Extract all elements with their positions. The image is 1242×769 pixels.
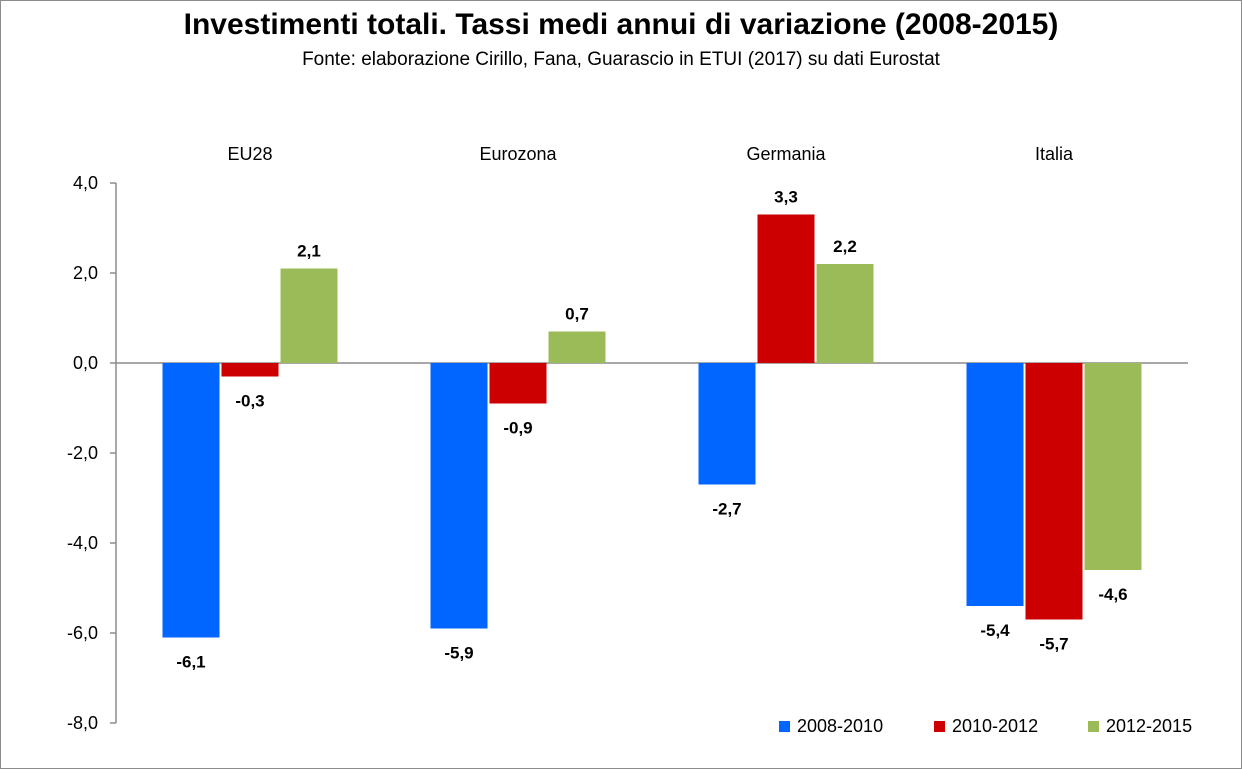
bar xyxy=(489,363,547,404)
data-label: -2,7 xyxy=(712,500,741,519)
category-label: Germania xyxy=(746,144,826,164)
data-label: -0,9 xyxy=(503,419,532,438)
bar xyxy=(221,363,279,377)
legend-swatch xyxy=(1088,721,1099,732)
data-label: 2,2 xyxy=(833,237,857,256)
y-tick-label: -4,0 xyxy=(67,533,98,553)
data-label: -5,4 xyxy=(980,621,1010,640)
bar xyxy=(757,214,815,363)
category-label: Italia xyxy=(1035,144,1074,164)
legend-label: 2008-2010 xyxy=(797,716,883,736)
y-tick-label: -2,0 xyxy=(67,443,98,463)
y-tick-label: 0,0 xyxy=(73,353,98,373)
category-label: Eurozona xyxy=(479,144,557,164)
bar xyxy=(548,331,606,363)
bars xyxy=(162,214,1142,638)
y-tick-label: -8,0 xyxy=(67,713,98,733)
data-label: 3,3 xyxy=(774,188,798,207)
data-label: 0,7 xyxy=(565,305,589,324)
y-tick-label: 4,0 xyxy=(73,173,98,193)
y-tick-label: -6,0 xyxy=(67,623,98,643)
bar xyxy=(1084,363,1142,570)
y-tick-label: 2,0 xyxy=(73,263,98,283)
data-label: -4,6 xyxy=(1098,585,1127,604)
data-label: -5,7 xyxy=(1039,635,1068,654)
bar xyxy=(1025,363,1083,620)
legend-label: 2010-2012 xyxy=(952,716,1038,736)
chart-title: Investimenti totali. Tassi medi annui di… xyxy=(183,8,1059,41)
data-label: -5,9 xyxy=(444,644,473,663)
bar xyxy=(816,264,874,363)
legend-swatch xyxy=(934,721,945,732)
legend-swatch xyxy=(779,721,790,732)
legend: 2008-2010 2010-2012 2012-2015 xyxy=(779,716,1192,736)
category-label: EU28 xyxy=(227,144,272,164)
data-label: -6,1 xyxy=(176,653,205,672)
data-label: 2,1 xyxy=(297,242,321,261)
bar xyxy=(430,363,488,629)
bar xyxy=(280,268,338,363)
data-label: -0,3 xyxy=(235,392,264,411)
data-labels: EU28 -6,1 -0,3 2,1 Eurozona -5,9 -0,9 0,7 German… xyxy=(176,144,1127,672)
bar xyxy=(698,363,756,485)
chart-subtitle: Fonte: elaborazione Cirillo, Fana, Guara… xyxy=(302,49,940,70)
legend-label: 2012-2015 xyxy=(1106,716,1192,736)
bar xyxy=(162,363,220,638)
bar xyxy=(966,363,1024,606)
